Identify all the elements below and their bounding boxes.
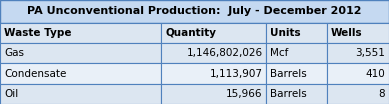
- Bar: [327, 84, 389, 104]
- Text: 3,551: 3,551: [355, 48, 385, 58]
- Bar: [266, 63, 327, 84]
- Bar: [327, 43, 389, 63]
- Bar: [266, 43, 327, 63]
- Text: 410: 410: [365, 69, 385, 79]
- Bar: [0, 23, 161, 43]
- Text: Quantity: Quantity: [165, 28, 216, 38]
- Text: PA Unconventional Production:  July - December 2012: PA Unconventional Production: July - Dec…: [27, 6, 362, 16]
- Text: Wells: Wells: [331, 28, 362, 38]
- Text: Barrels: Barrels: [270, 69, 307, 79]
- Bar: [161, 84, 266, 104]
- Text: Mcf: Mcf: [270, 48, 289, 58]
- Bar: [161, 43, 266, 63]
- Text: 8: 8: [378, 89, 385, 99]
- Text: Condensate: Condensate: [4, 69, 66, 79]
- Bar: [327, 63, 389, 84]
- Bar: [0, 0, 389, 23]
- Text: Barrels: Barrels: [270, 89, 307, 99]
- Text: 15,966: 15,966: [226, 89, 263, 99]
- Text: 1,146,802,026: 1,146,802,026: [186, 48, 263, 58]
- Text: 1,113,907: 1,113,907: [210, 69, 263, 79]
- Bar: [161, 63, 266, 84]
- Text: Gas: Gas: [4, 48, 24, 58]
- Bar: [0, 43, 161, 63]
- Bar: [0, 63, 161, 84]
- Text: Waste Type: Waste Type: [4, 28, 72, 38]
- Bar: [266, 84, 327, 104]
- Bar: [0, 84, 161, 104]
- Text: Oil: Oil: [4, 89, 18, 99]
- Bar: [327, 23, 389, 43]
- Bar: [266, 23, 327, 43]
- Text: Units: Units: [270, 28, 301, 38]
- Bar: [161, 23, 266, 43]
